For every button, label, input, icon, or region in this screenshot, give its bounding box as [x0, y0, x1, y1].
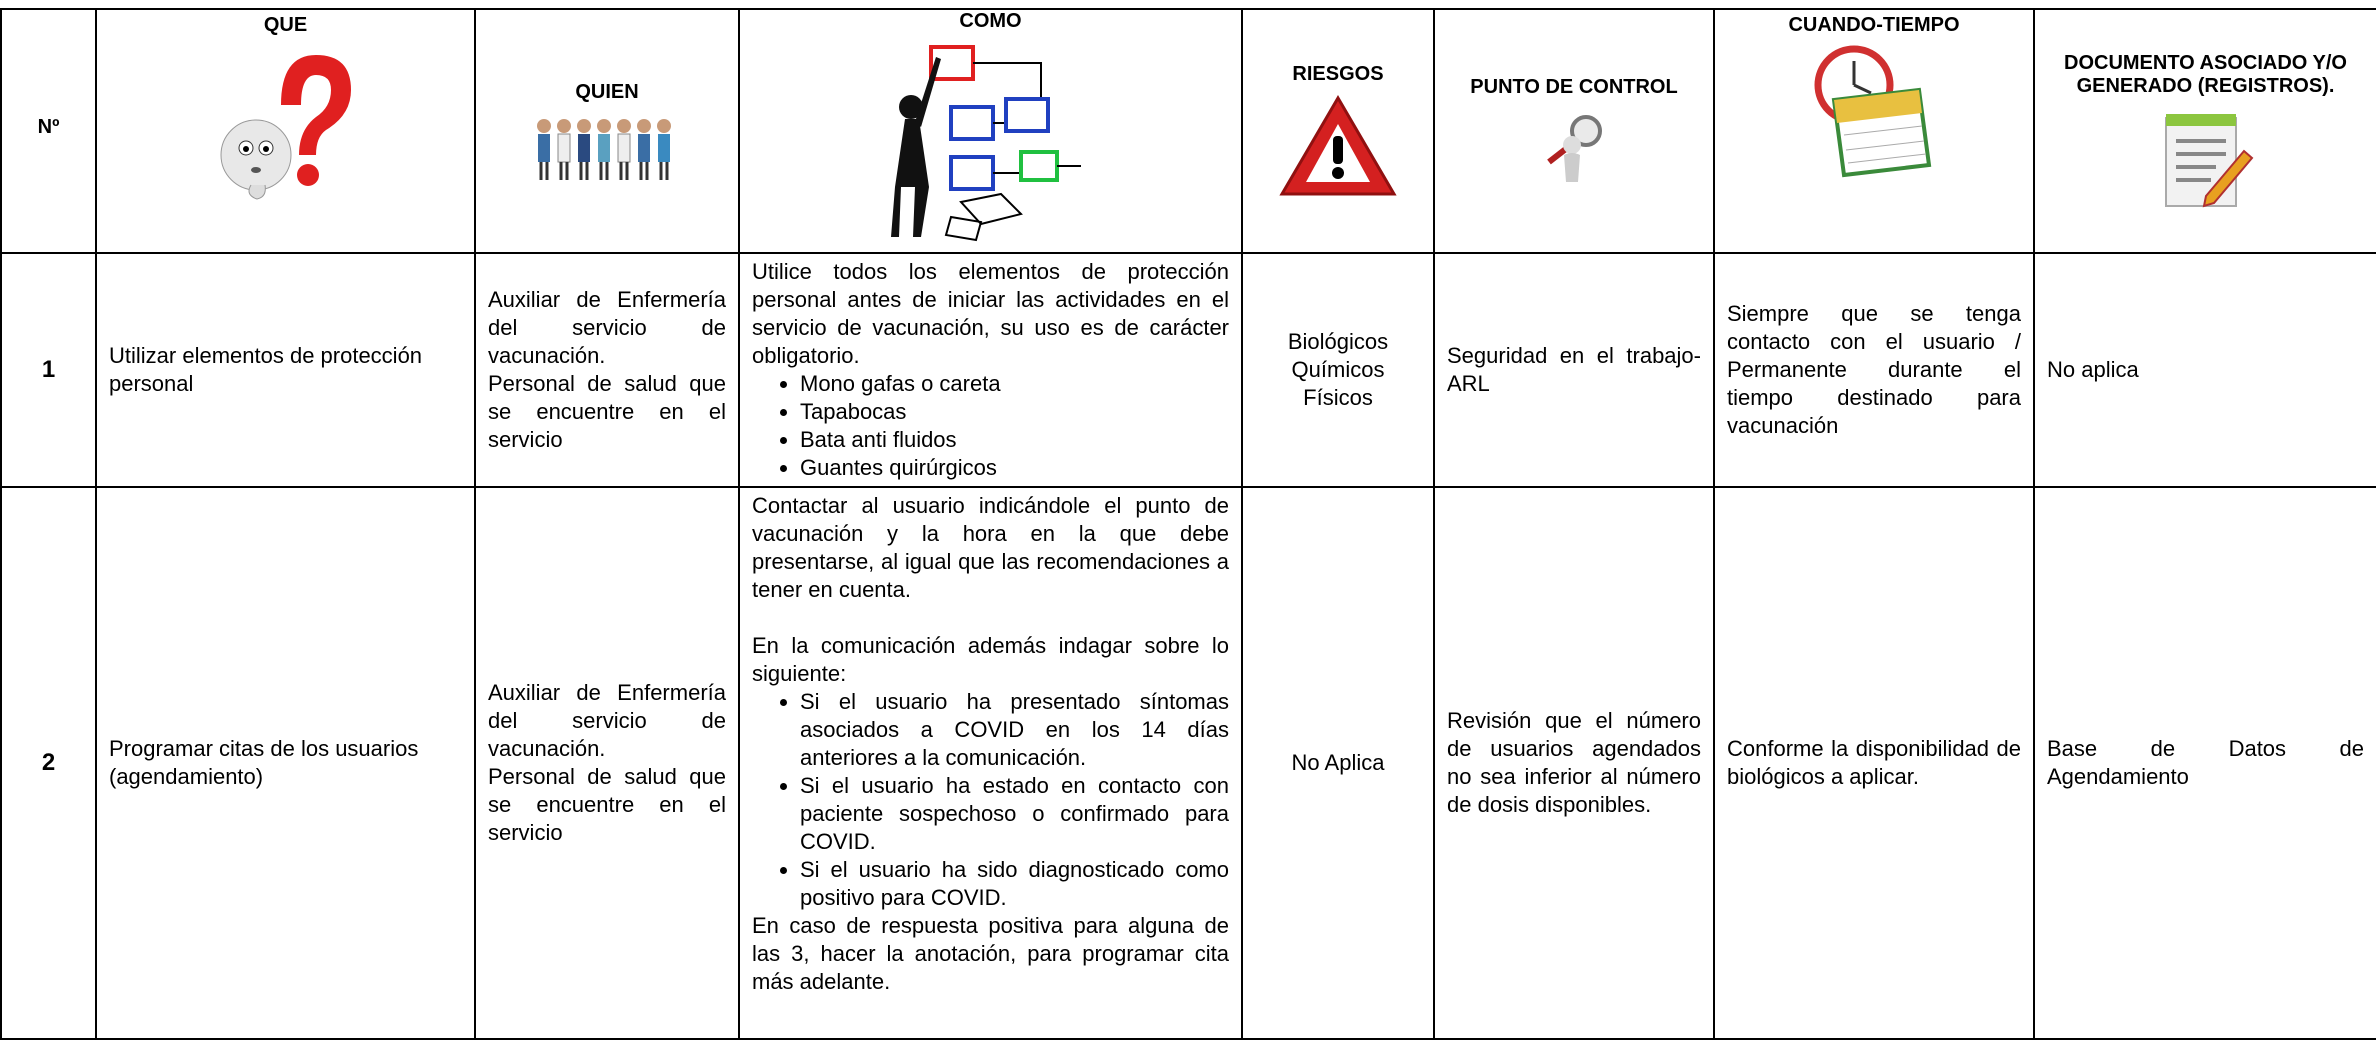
bullet-item: Si el usuario ha presentado síntomas aso… [800, 688, 1229, 772]
punto-cell: Revisión que el número de usuarios agend… [1433, 486, 1715, 1040]
header-cell: CUANDO-TIEMPO [1713, 8, 2035, 254]
row-number: 1 [0, 252, 97, 488]
riesgos-cell: Biológicos Químicos Físicos [1241, 252, 1435, 488]
table-row: 2 Programar citas de los usuarios (agenda… [0, 486, 2376, 1040]
como-cell: Utilice todos los elementos de protecció… [738, 252, 1243, 488]
cuando-cell: Siempre que se tenga contacto con el usu… [1713, 252, 2035, 488]
riesgo-text: Físicos [1303, 385, 1373, 410]
bullet-item: Mono gafas o careta [800, 370, 1229, 398]
bullet-item: Si el usuario ha sido diagnosticado como… [800, 856, 1229, 912]
document-icon [2164, 113, 2253, 207]
que-cell: Utilizar elementos de protección persona… [95, 252, 476, 488]
header-row: Nº QUE QUIEN COMO RIESGOS PUNTO DE CONTR… [0, 8, 2376, 254]
bullet-item: Guantes quirúrgicos [800, 454, 1229, 482]
riesgo-text: Químicos [1291, 357, 1385, 382]
inspect-icon [1547, 114, 1602, 182]
warning-icon [1279, 95, 1397, 196]
punto-cell: Seguridad en el trabajo- ARL [1433, 252, 1715, 488]
header-text: DOCUMENTO ASOCIADO Y/O GENERADO (REGISTR… [2064, 51, 2347, 97]
paragraph: En caso de respuesta positiva para algun… [752, 913, 1229, 994]
quien-text: Auxiliar de Enfermería del servicio de v… [488, 680, 726, 761]
quien-cell: Auxiliar de Enfermería del servicio de v… [474, 486, 740, 1040]
paragraph: Utilice todos los elementos de protecció… [752, 259, 1229, 368]
header-cell: RIESGOS [1241, 8, 1435, 254]
riesgo-text: No Aplica [1291, 750, 1385, 775]
quien-text: Personal de salud que se encuentre en el… [488, 371, 726, 452]
header-text: CUANDO-TIEMPO [1788, 14, 1960, 36]
process-icon [890, 45, 1081, 242]
table-body: 1 Utilizar elementos de protección person… [0, 252, 2376, 1040]
bullet-list: Si el usuario ha presentado síntomas aso… [752, 688, 1229, 912]
calendar-icon [1814, 45, 1932, 178]
bullet-item: Bata anti fluidos [800, 426, 1229, 454]
quien-text: Auxiliar de Enfermería del servicio de v… [488, 287, 726, 368]
table-row: 1 Utilizar elementos de protección person… [0, 252, 2376, 488]
header-cell: DOCUMENTO ASOCIADO Y/O GENERADO (REGISTR… [2033, 8, 2376, 254]
header-text: Nº [37, 115, 60, 138]
header-text: PUNTO DE CONTROL [1470, 75, 1678, 98]
header-text: RIESGOS [1292, 63, 1384, 85]
quien-text: Personal de salud que se encuentre en el… [488, 764, 726, 845]
procedure-table: Nº QUE QUIEN COMO RIESGOS PUNTO DE CONTR… [0, 8, 2376, 1040]
header-text: QUIEN [575, 80, 639, 103]
paragraph: Contactar al usuario indicándole el punt… [752, 493, 1229, 602]
header-text: COMO [959, 10, 1022, 32]
como-cell: Contactar al usuario indicándole el punt… [738, 486, 1243, 1040]
riesgo-text: Biológicos [1287, 329, 1389, 354]
header-cell: Nº [0, 8, 97, 254]
bullet-item: Tapabocas [800, 398, 1229, 426]
documento-cell: Base de Datos de Agendamiento [2033, 486, 2376, 1040]
header-text: QUE [263, 14, 308, 36]
que-cell: Programar citas de los usuarios (agendam… [95, 486, 476, 1040]
header-cell: PUNTO DE CONTROL [1433, 8, 1715, 254]
bullet-list: Mono gafas o caretaTapabocasBata anti fl… [752, 370, 1229, 482]
bullet-item: Si el usuario ha estado en contacto con … [800, 772, 1229, 856]
cuando-cell: Conforme la disponibilidad de biológicos… [1713, 486, 2035, 1040]
question-icon [220, 55, 351, 200]
header-cell: QUIEN [474, 8, 740, 254]
staff-icon [537, 118, 671, 180]
paragraph: En la comunicación además indagar sobre … [752, 633, 1229, 686]
documento-cell: No aplica [2033, 252, 2376, 488]
riesgos-cell: No Aplica [1241, 486, 1435, 1040]
quien-cell: Auxiliar de Enfermería del servicio de v… [474, 252, 740, 488]
row-number: 2 [0, 486, 97, 1040]
header-cell: QUE [95, 8, 476, 254]
header-cell: COMO [738, 8, 1243, 254]
